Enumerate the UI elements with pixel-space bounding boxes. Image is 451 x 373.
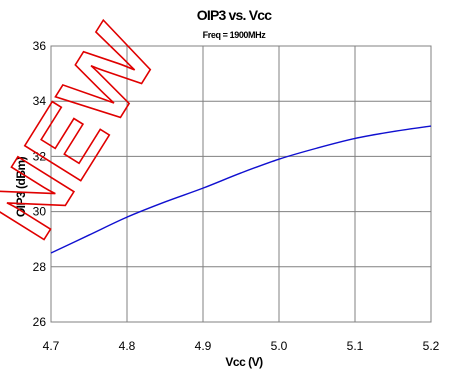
chart-title: OIP3 vs. Vcc	[197, 7, 272, 23]
plot-frame	[50, 45, 432, 323]
y-tick-label: 30	[33, 205, 47, 219]
x-tick-label: 4.8	[119, 339, 136, 353]
x-axis-label: Vcc (V)	[225, 355, 263, 369]
y-tick-label: 28	[33, 260, 47, 274]
y-tick-label: 34	[33, 94, 47, 108]
series-line	[50, 125, 432, 254]
x-tick-label: 5.0	[271, 339, 288, 353]
x-tick-label: 5.1	[347, 339, 364, 353]
x-tick-label: 5.2	[423, 339, 440, 353]
y-axis-label: OIP3 (dBm)	[14, 156, 28, 217]
y-tick-label: 32	[33, 149, 47, 163]
x-tick-label: 4.7	[43, 339, 60, 353]
x-tick-label: 4.9	[195, 339, 212, 353]
chart-subtitle: Freq = 1900MHz	[203, 30, 267, 40]
y-tick-label: 36	[33, 39, 47, 53]
grid-lines	[51, 46, 431, 322]
series-layer	[50, 125, 432, 254]
y-tick-label: 26	[33, 315, 47, 329]
tick-labels: 4.7 4.8 4.9 5.0 5.1 5.2 26 28 30 32 34 36	[33, 39, 440, 353]
